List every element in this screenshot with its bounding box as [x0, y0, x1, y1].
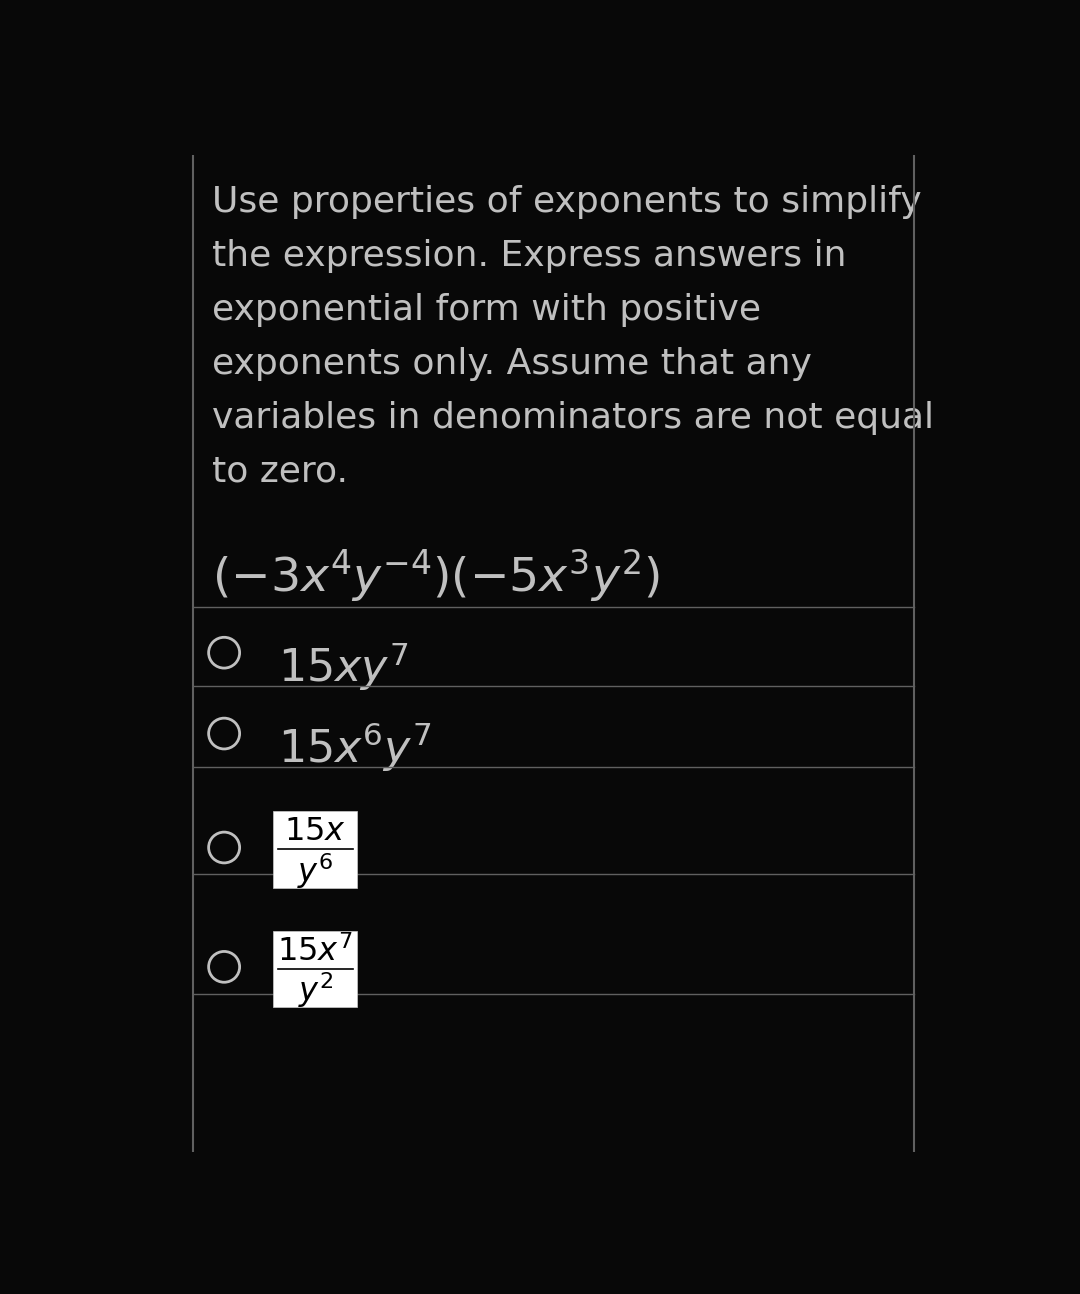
- Text: $y^2$: $y^2$: [298, 970, 333, 1011]
- FancyBboxPatch shape: [273, 930, 357, 1007]
- Text: variables in denominators are not equal: variables in denominators are not equal: [213, 401, 934, 435]
- Text: exponential form with positive: exponential form with positive: [213, 294, 761, 327]
- Text: exponents only. Assume that any: exponents only. Assume that any: [213, 347, 812, 380]
- Text: $15x^7$: $15x^7$: [278, 936, 353, 968]
- FancyBboxPatch shape: [273, 811, 357, 888]
- Text: $15xy^7$: $15xy^7$: [279, 639, 408, 692]
- Text: the expression. Express answers in: the expression. Express answers in: [213, 239, 847, 273]
- Text: to zero.: to zero.: [213, 454, 349, 489]
- Text: $y^6$: $y^6$: [297, 851, 333, 890]
- Text: Use properties of exponents to simplify: Use properties of exponents to simplify: [213, 185, 922, 219]
- Text: $15x^6y^7$: $15x^6y^7$: [279, 721, 432, 774]
- Text: $(-3x^4y^{-4})(-5x^3y^2)$: $(-3x^4y^{-4})(-5x^3y^2)$: [213, 547, 660, 604]
- Text: $15x$: $15x$: [284, 817, 347, 848]
